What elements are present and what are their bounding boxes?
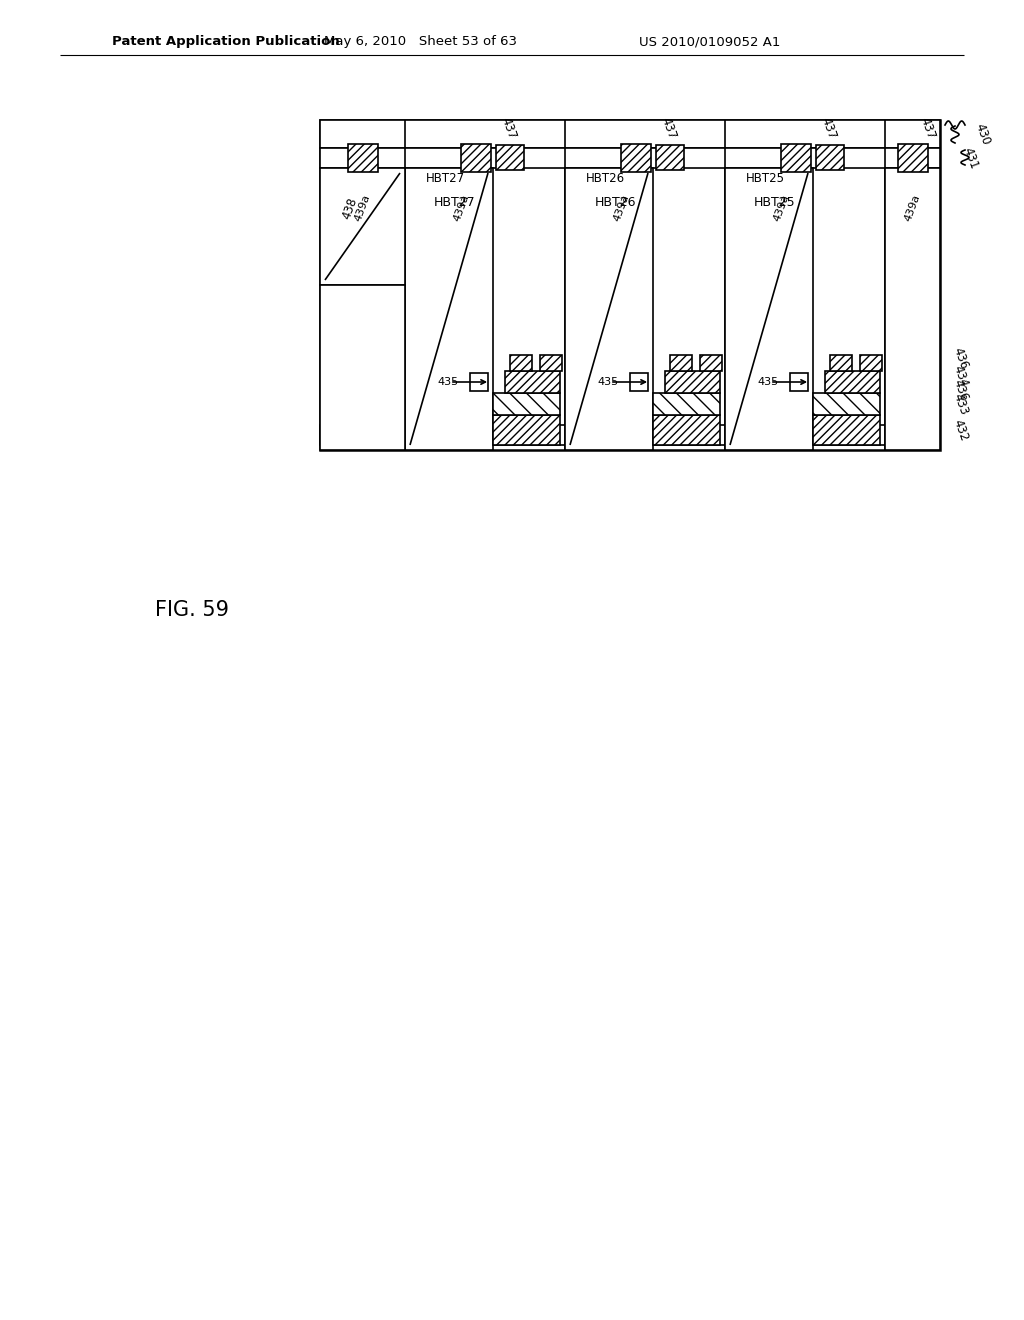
Text: 439a: 439a <box>771 193 791 223</box>
Text: 434: 434 <box>950 363 970 388</box>
Text: 431: 431 <box>961 145 980 170</box>
Text: HBT27: HBT27 <box>434 197 476 210</box>
Text: 437: 437 <box>818 115 838 141</box>
Bar <box>347 144 378 172</box>
Text: US 2010/0109052 A1: US 2010/0109052 A1 <box>639 36 780 49</box>
Text: 437: 437 <box>498 115 518 141</box>
Text: 439a: 439a <box>353 193 372 223</box>
Text: HBT26: HBT26 <box>586 172 625 185</box>
Bar <box>816 145 844 170</box>
Bar <box>319 148 940 168</box>
Text: 439a: 439a <box>903 193 922 223</box>
Text: 436: 436 <box>950 378 970 403</box>
Bar <box>665 371 720 393</box>
Bar <box>505 371 560 393</box>
Bar <box>493 393 560 414</box>
Bar <box>319 425 940 445</box>
Text: HBT26: HBT26 <box>594 197 636 210</box>
Polygon shape <box>885 168 940 450</box>
Bar <box>897 144 928 172</box>
Bar <box>670 355 692 371</box>
Text: 439a: 439a <box>611 193 631 223</box>
Text: 437: 437 <box>658 115 678 141</box>
Text: 437: 437 <box>918 115 937 141</box>
Bar <box>656 145 684 170</box>
Bar <box>319 120 940 148</box>
Bar <box>461 144 490 172</box>
Text: FIG. 59: FIG. 59 <box>155 601 229 620</box>
Bar <box>790 374 808 391</box>
Text: May 6, 2010   Sheet 53 of 63: May 6, 2010 Sheet 53 of 63 <box>324 36 516 49</box>
Bar <box>830 355 852 371</box>
Bar <box>700 355 722 371</box>
Polygon shape <box>565 168 653 450</box>
Text: 435: 435 <box>437 378 459 387</box>
Bar <box>825 371 880 393</box>
Bar <box>540 355 562 371</box>
Bar <box>621 144 651 172</box>
Text: 435: 435 <box>758 378 778 387</box>
Bar <box>860 355 882 371</box>
Polygon shape <box>725 168 813 450</box>
Bar <box>653 414 720 445</box>
Text: HBT25: HBT25 <box>755 197 796 210</box>
Text: 433: 433 <box>950 391 970 417</box>
Polygon shape <box>319 285 406 450</box>
Bar <box>493 414 560 445</box>
Bar <box>813 414 880 445</box>
Text: 438: 438 <box>340 195 359 220</box>
Bar <box>510 355 532 371</box>
Bar <box>653 393 720 414</box>
Bar <box>781 144 811 172</box>
Text: Patent Application Publication: Patent Application Publication <box>112 36 340 49</box>
Text: 436: 436 <box>950 346 970 371</box>
Text: 435: 435 <box>597 378 618 387</box>
Bar <box>319 120 940 450</box>
Polygon shape <box>406 168 493 450</box>
Text: 439a: 439a <box>452 193 470 223</box>
Text: 430: 430 <box>972 121 992 147</box>
Bar <box>813 393 880 414</box>
Text: HBT27: HBT27 <box>425 172 465 185</box>
Bar <box>496 145 524 170</box>
Text: 432: 432 <box>950 417 970 442</box>
Polygon shape <box>319 168 406 285</box>
Text: HBT25: HBT25 <box>745 172 784 185</box>
Bar <box>470 374 488 391</box>
Bar <box>630 374 648 391</box>
